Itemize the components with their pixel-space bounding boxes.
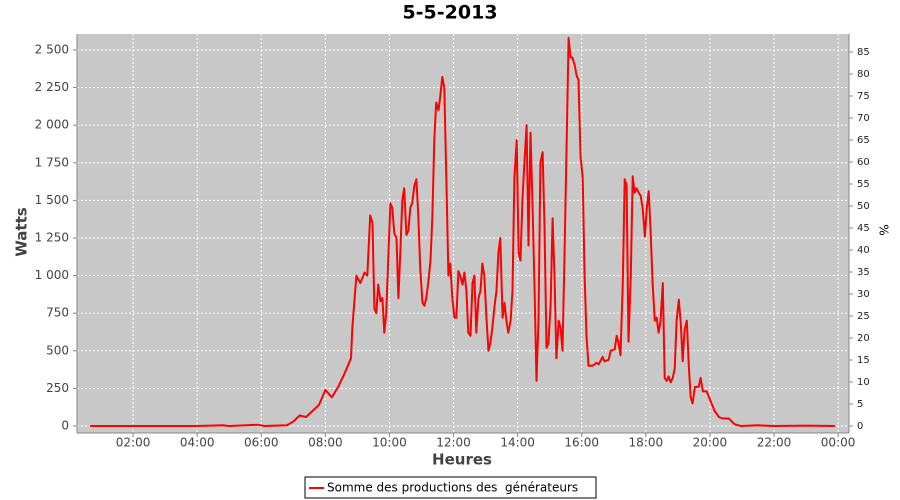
y2-tick-label: 65 bbox=[857, 135, 870, 146]
x-tick-label: 10:00 bbox=[372, 436, 407, 450]
y-tick-label: 2 000 bbox=[35, 118, 69, 132]
chart-title: 5-5-2013 bbox=[402, 2, 497, 24]
y2-tick-label: 10 bbox=[857, 377, 870, 388]
plot-area bbox=[77, 34, 849, 433]
y2-tick-label: 60 bbox=[857, 157, 870, 168]
x-axis-label: Heures bbox=[432, 451, 492, 469]
y2-tick-label: 85 bbox=[857, 47, 870, 58]
y2-tick-label: 25 bbox=[857, 311, 870, 322]
y2-axis-label: % bbox=[877, 224, 891, 235]
x-tick-label: 00:00 bbox=[821, 436, 856, 450]
series-line bbox=[90, 36, 835, 427]
y2-tick-label: 30 bbox=[857, 289, 870, 300]
x-tick-label: 22:00 bbox=[757, 436, 792, 450]
y-tick-label: 750 bbox=[46, 306, 69, 320]
y-tick-label: 1 000 bbox=[35, 268, 69, 282]
y2-tick-label: 55 bbox=[857, 179, 870, 190]
x-tick-label: 02:00 bbox=[116, 436, 151, 450]
x-tick-label: 16:00 bbox=[564, 436, 599, 450]
y2-tick-label: 15 bbox=[857, 355, 870, 366]
y2-tick-label: 80 bbox=[857, 69, 870, 80]
y2-tick-label: 0 bbox=[857, 421, 863, 432]
y-tick-label: 1 750 bbox=[35, 155, 69, 169]
y2-tick-label: 50 bbox=[857, 201, 870, 212]
x-tick-label: 06:00 bbox=[244, 436, 279, 450]
legend-label: Somme des productions des générateurs bbox=[327, 481, 578, 495]
y2-tick-label: 75 bbox=[857, 91, 870, 102]
x-tick-label: 18:00 bbox=[629, 436, 664, 450]
x-tick-label: 08:00 bbox=[308, 436, 343, 450]
y-tick-label: 1 250 bbox=[35, 230, 69, 244]
y2-tick-label: 40 bbox=[857, 245, 870, 256]
y-tick-label: 500 bbox=[46, 343, 69, 357]
y2-tick-label: 35 bbox=[857, 267, 870, 278]
x-tick-label: 20:00 bbox=[693, 436, 728, 450]
y-tick-label: 2 250 bbox=[35, 80, 69, 94]
y2-tick-label: 5 bbox=[857, 399, 863, 410]
x-tick-label: 14:00 bbox=[500, 436, 535, 450]
x-tick-label: 04:00 bbox=[180, 436, 215, 450]
y2-tick-label: 70 bbox=[857, 113, 870, 124]
y-tick-label: 0 bbox=[61, 419, 69, 433]
y-tick-label: 250 bbox=[46, 381, 69, 395]
x-tick-label: 12:00 bbox=[436, 436, 471, 450]
y-tick-label: 2 500 bbox=[35, 42, 69, 56]
legend bbox=[304, 476, 597, 499]
y-axis-label: Watts bbox=[13, 207, 31, 256]
y-tick-label: 1 500 bbox=[35, 193, 69, 207]
y2-tick-label: 20 bbox=[857, 333, 870, 344]
y2-tick-label: 45 bbox=[857, 223, 870, 234]
